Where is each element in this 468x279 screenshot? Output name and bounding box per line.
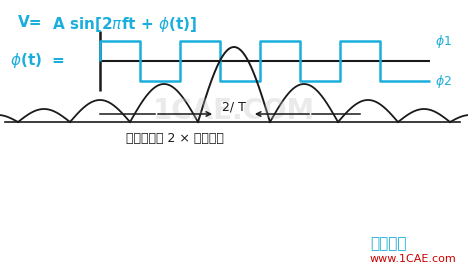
Text: $\phi$2: $\phi$2 (435, 73, 452, 90)
Text: A sin[2$\pi$ft + $\phi$(t)]: A sin[2$\pi$ft + $\phi$(t)] (52, 15, 197, 34)
Text: 2/ T: 2/ T (222, 100, 246, 113)
Text: 1CAE.COM: 1CAE.COM (153, 97, 315, 125)
Text: $\phi$(t)  =: $\phi$(t) = (10, 52, 65, 71)
Text: 仿真在线: 仿真在线 (370, 237, 407, 251)
Text: $\phi$1: $\phi$1 (435, 32, 452, 49)
Text: 主瓣宽度是 2 × 采样速率: 主瓣宽度是 2 × 采样速率 (126, 132, 224, 145)
Text: www.1CAE.com: www.1CAE.com (370, 254, 457, 264)
Text: V=: V= (18, 15, 43, 30)
